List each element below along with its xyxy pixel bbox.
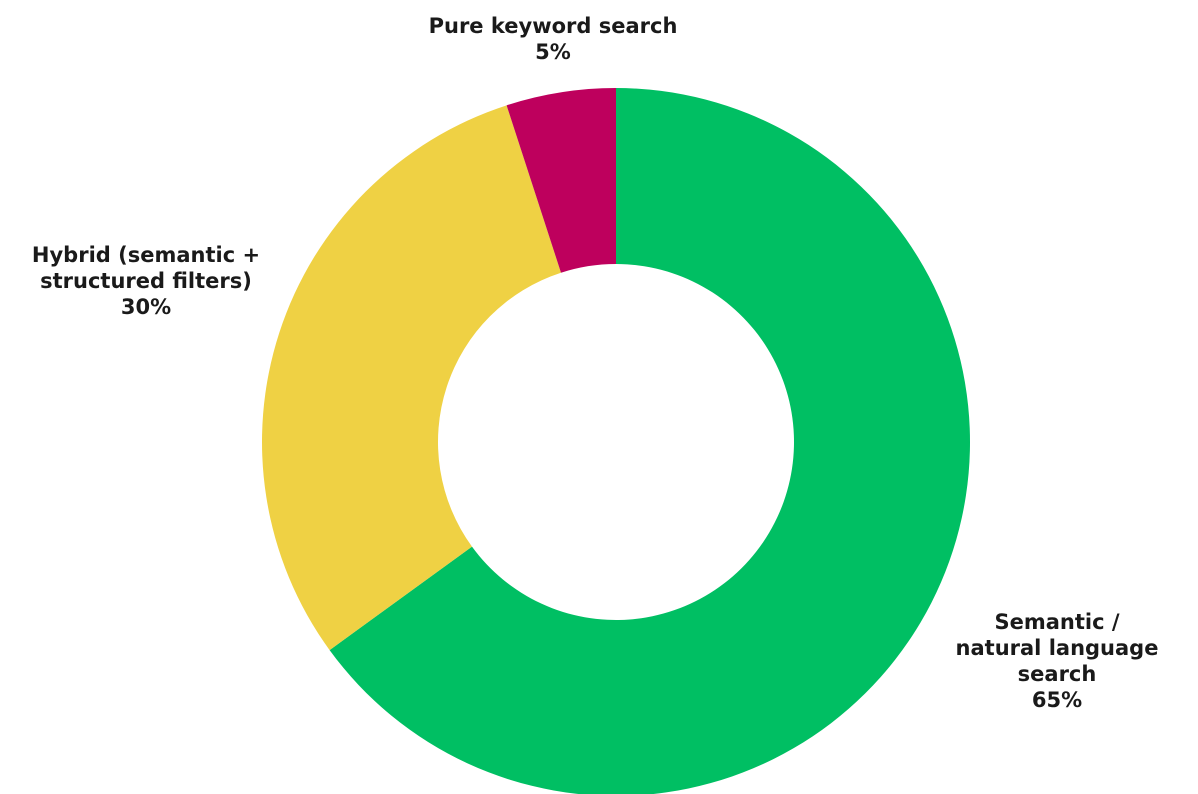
donut-slice xyxy=(329,88,970,794)
slice-value-label: 65% xyxy=(1032,688,1082,712)
slice-value-label: 5% xyxy=(535,40,571,64)
slice-category-label: search xyxy=(1018,662,1097,686)
slice-category-label: Hybrid (semantic + xyxy=(32,243,260,267)
slice-category-label: structured filters) xyxy=(40,269,252,293)
slice-category-label: Pure keyword search xyxy=(429,14,678,38)
slice-category-label: natural language xyxy=(956,636,1159,660)
donut-slice xyxy=(506,88,616,273)
donut-slices xyxy=(261,88,970,794)
donut-slice xyxy=(261,105,561,651)
slice-value-label: 30% xyxy=(121,295,171,319)
slice-category-label: Semantic / xyxy=(994,610,1119,634)
